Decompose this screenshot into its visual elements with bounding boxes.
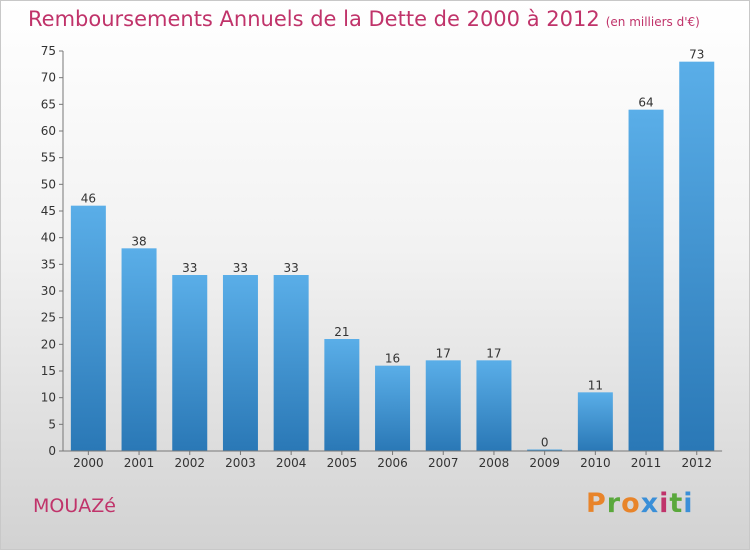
bar <box>172 275 208 451</box>
x-tick-label: 2004 <box>276 456 307 470</box>
y-tick-label: 5 <box>48 417 56 431</box>
y-tick-label: 35 <box>41 257 56 271</box>
bar <box>121 248 157 451</box>
bar <box>527 449 563 451</box>
bar <box>222 275 258 451</box>
brand-letter: P <box>586 488 607 519</box>
data-label: 17 <box>486 346 501 360</box>
title-text: Remboursements Annuels de la Dette de 20… <box>28 7 600 31</box>
x-tick-label: 2010 <box>580 456 611 470</box>
x-tick-label: 2009 <box>529 456 560 470</box>
bar <box>679 61 715 452</box>
y-tick-label: 45 <box>41 204 56 218</box>
data-label: 33 <box>233 261 248 275</box>
bar <box>628 109 664 452</box>
brand-letter: x <box>640 488 660 519</box>
x-tick-label: 2006 <box>377 456 408 470</box>
y-axis: 0 5 10 15 20 25 30 35 40 45 50 55 60 65 70 75 <box>41 44 64 458</box>
unit-label: (en milliers d'€) <box>605 15 700 29</box>
bar <box>375 365 411 451</box>
y-tick-label: 20 <box>41 337 56 351</box>
data-label: 0 <box>541 436 549 450</box>
y-tick-label: 25 <box>41 311 56 325</box>
brand-logo: Proxiti <box>586 488 694 519</box>
brand-letter: r <box>606 488 622 519</box>
bar <box>476 360 512 451</box>
brand-letter: i <box>683 488 694 519</box>
chart-title: Remboursements Annuels de la Dette de 20… <box>28 7 700 31</box>
data-label: 46 <box>81 192 96 206</box>
data-label: 17 <box>436 346 451 360</box>
y-tick-label: 70 <box>41 71 56 85</box>
x-tick-label: 2005 <box>327 456 358 470</box>
x-tick-label: 2000 <box>73 456 104 470</box>
bar <box>425 360 461 451</box>
brand-letter: o <box>621 488 641 519</box>
y-tick-label: 30 <box>41 284 56 298</box>
data-label: 16 <box>385 352 400 366</box>
x-axis: 2000 2001 2002 2003 2004 2005 2006 2007 2008 2009… <box>63 450 723 470</box>
bar <box>70 205 106 451</box>
bar <box>324 339 360 451</box>
data-label: 33 <box>182 261 197 275</box>
y-tick-label: 0 <box>48 444 56 458</box>
x-tick-label: 2011 <box>631 456 662 470</box>
y-tick-label: 15 <box>41 364 56 378</box>
y-tick-label: 55 <box>41 151 56 165</box>
y-tick-label: 65 <box>41 97 56 111</box>
y-tick-label: 60 <box>41 124 56 138</box>
data-label: 38 <box>131 234 146 248</box>
data-label: 33 <box>284 261 299 275</box>
y-tick-label: 40 <box>41 231 56 245</box>
x-tick-label: 2003 <box>225 456 256 470</box>
city-name: MOUAZé <box>33 495 116 517</box>
x-tick-label: 2012 <box>681 456 712 470</box>
bars-group: 46 38 33 33 33 21 16 17 17 0 11 64 73 <box>70 48 715 452</box>
bar <box>273 275 309 451</box>
brand-letter: i <box>659 488 670 519</box>
data-label: 64 <box>638 96 653 110</box>
x-tick-label: 2008 <box>479 456 510 470</box>
bar <box>577 392 613 451</box>
data-label: 11 <box>588 378 603 392</box>
x-tick-label: 2002 <box>174 456 205 470</box>
brand-letter: t <box>669 488 684 519</box>
x-tick-label: 2007 <box>428 456 459 470</box>
data-label: 73 <box>689 48 704 62</box>
y-tick-label: 10 <box>41 391 56 405</box>
x-tick-label: 2001 <box>124 456 155 470</box>
y-tick-label: 75 <box>41 44 56 58</box>
y-tick-label: 50 <box>41 177 56 191</box>
data-label: 21 <box>334 325 349 339</box>
